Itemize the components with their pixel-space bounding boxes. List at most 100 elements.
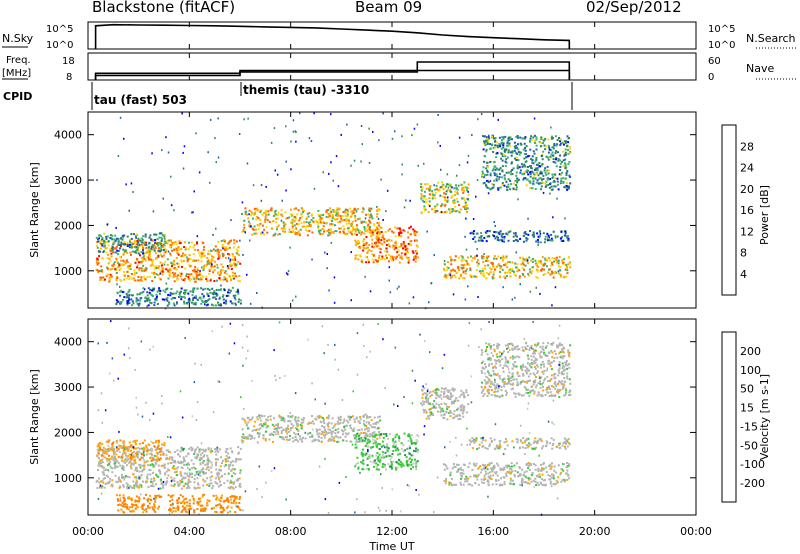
velocity-cell [360,461,363,464]
power-ytick-label: 1000 [54,265,82,278]
velocity-cell [168,451,171,454]
power-cell [516,147,519,149]
power-cell [515,171,518,174]
power-cell [482,172,484,175]
velocity-cell [332,430,335,433]
velocity-cell [177,461,180,464]
velocity-cell [339,436,342,439]
power-cell [383,258,386,261]
velocity-cell [122,484,125,487]
power-cell [130,273,133,275]
power-cell [362,208,365,211]
velocity-cell [367,438,370,441]
power-cell [447,267,450,269]
power-cell [195,259,198,262]
power-cell [528,268,531,271]
velocity-cell [155,474,158,477]
power-cell [551,146,554,149]
velocity-cell [250,435,253,438]
power-cell [149,255,151,258]
velocity-cell [361,440,364,443]
power-cell [150,238,152,241]
power-cell [543,144,546,147]
velocity-cell [116,460,119,463]
power-cell [550,233,553,236]
power-cell [280,227,283,230]
velocity-cell [235,459,238,462]
velocity-cell [157,451,160,454]
power-cell [429,184,432,187]
velocity-cell [339,415,342,418]
power-cell [144,233,147,236]
power-cell [188,241,190,244]
velocity-cell [248,419,251,421]
power-cell [282,230,284,233]
power-cell [499,239,502,241]
power-cell [403,230,406,233]
power-cell [267,213,270,216]
velocity-cell [154,498,157,501]
velocity-cell [384,463,387,466]
velocity-cell [291,426,294,429]
velocity-cell [193,478,196,481]
power-cell [307,215,310,218]
velocity-cell [170,509,173,511]
velocity-cell [140,474,143,476]
power-cell [426,230,428,233]
power-cell [554,180,556,183]
power-cell [529,290,532,293]
power-cell [238,275,241,277]
power-cell [531,155,534,158]
velocity-cell [379,434,382,437]
power-cell [400,252,403,255]
velocity-cell [124,446,127,449]
power-cell [398,246,401,249]
velocity-cell [376,437,379,440]
velocity-cell [111,479,114,482]
power-cell [220,268,223,271]
velocity-cell [366,445,369,448]
velocity-cell [219,504,222,507]
power-cell [308,212,311,215]
power-cell [402,247,404,250]
power-cell [482,257,485,260]
power-cell [105,241,108,243]
velocity-cell [110,466,113,469]
power-cell [436,209,439,212]
power-cell [209,181,211,184]
velocity-cell [124,450,127,453]
power-cell [162,255,165,258]
velocity-cell [230,506,233,509]
power-cell [192,289,195,292]
power-cell [357,229,360,232]
power-cell [371,253,374,255]
velocity-cell [234,496,237,499]
velocity-cell [293,431,296,434]
power-cell [308,229,311,232]
velocity-cell [167,508,170,511]
power-cell [97,270,100,273]
power-cell [138,302,141,305]
velocity-cell [157,448,160,450]
power-cell [354,219,357,222]
power-cell [519,256,522,259]
power-cell [141,245,144,248]
power-cell [206,300,208,303]
velocity-cell [156,494,159,497]
power-cell [396,255,398,258]
velocity-cell [210,471,213,474]
power-cell [407,251,409,254]
power-cell [230,219,232,222]
velocity-cell [355,463,358,466]
power-cell [562,177,565,180]
velocity-cell [394,446,397,449]
velocity-cell [122,468,125,471]
power-cell [163,237,166,240]
power-cell [443,276,446,279]
power-cell [488,179,491,182]
power-cell [194,303,197,306]
power-cell [138,239,141,242]
velocity-cell [256,432,259,435]
velocity-cell [204,448,207,451]
power-cell [488,187,491,190]
